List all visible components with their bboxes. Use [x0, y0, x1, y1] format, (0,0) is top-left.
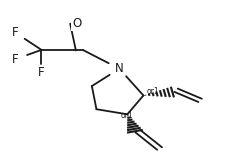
Text: F: F — [12, 26, 19, 39]
Text: O: O — [72, 17, 82, 30]
Text: F: F — [12, 53, 19, 66]
Text: F: F — [38, 66, 45, 79]
Text: or1: or1 — [120, 111, 133, 120]
Text: N: N — [115, 62, 124, 75]
Text: or1: or1 — [147, 87, 160, 96]
